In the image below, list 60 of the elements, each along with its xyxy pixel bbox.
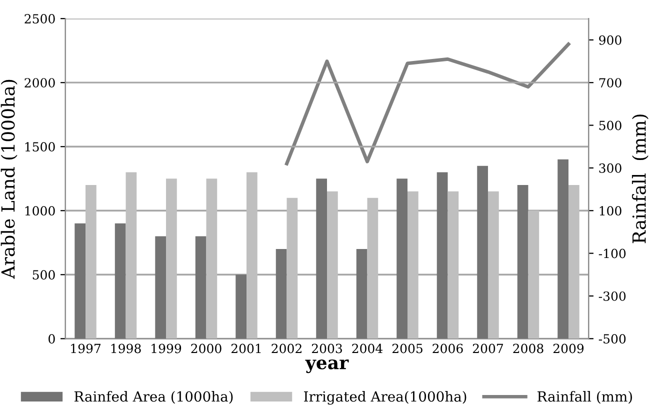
y2-tick-label: 700 (599, 78, 622, 88)
bar (206, 178, 218, 339)
bar (327, 191, 338, 339)
line-series (285, 42, 570, 166)
bar (517, 185, 528, 339)
x-tick-label: 2002 (272, 344, 302, 354)
bar (114, 223, 126, 339)
bar (367, 198, 378, 339)
bar (276, 249, 287, 339)
y-tick-label: 0 (48, 334, 55, 344)
y-tick-label: 1000 (25, 206, 55, 216)
bar (448, 191, 459, 339)
x-tick-label: 2006 (432, 344, 463, 354)
bar (126, 172, 137, 339)
x-axis-title: year (305, 359, 349, 374)
y2-tick-label: 100 (600, 206, 622, 216)
bar (488, 191, 499, 339)
bar (407, 191, 418, 339)
y-tick-label: 2500 (24, 14, 55, 24)
x-tick-label: 2004 (352, 344, 383, 354)
y2-tick-label: 900 (599, 35, 622, 45)
bar (568, 185, 580, 339)
x-tick-label: 2009 (553, 344, 584, 354)
legend-label: Rainfall (mm) (538, 390, 632, 404)
bar (74, 223, 86, 339)
y-tick-label: 500 (32, 270, 55, 280)
bar (558, 159, 568, 339)
bar (246, 172, 258, 339)
bar (166, 178, 177, 339)
bar (528, 210, 540, 339)
bar (477, 166, 488, 339)
x-tick-label: 2001 (231, 344, 261, 354)
x-tick-label: 2007 (472, 344, 503, 354)
legend-label: Rainfed Area (1000ha) (74, 390, 233, 404)
y2-tick-label: 300 (599, 163, 622, 173)
x-tick-label: 2008 (513, 344, 544, 354)
y2-tick-label: -300 (598, 291, 626, 301)
x-tick-label: 2000 (191, 344, 222, 354)
y2-tick-label: -100 (598, 248, 626, 258)
y2-tick-label: 500 (599, 120, 622, 130)
bar (155, 236, 166, 339)
bar (316, 178, 327, 339)
x-tick-label: 1999 (152, 344, 182, 354)
x-tick-label: 2003 (312, 344, 342, 354)
bar (436, 172, 448, 339)
y-tick-label: 1500 (25, 142, 55, 152)
x-tick-label: 1998 (111, 344, 141, 354)
bar (236, 274, 247, 339)
legend-label: Irrigated Area(1000ha) (304, 390, 466, 405)
y-tick-label: 2000 (24, 78, 55, 88)
bar (396, 178, 408, 339)
bar (356, 249, 368, 339)
bar (286, 198, 298, 339)
y2-tick-label: -500 (598, 334, 626, 344)
y-axis-title: Arable Land (1000ha) (0, 80, 18, 279)
bar (86, 185, 96, 339)
x-tick-label: 1997 (71, 344, 101, 354)
x-tick-label: 2005 (392, 344, 422, 354)
y2-axis-title: Rainfall (mm) (632, 114, 648, 244)
bar (195, 236, 206, 339)
